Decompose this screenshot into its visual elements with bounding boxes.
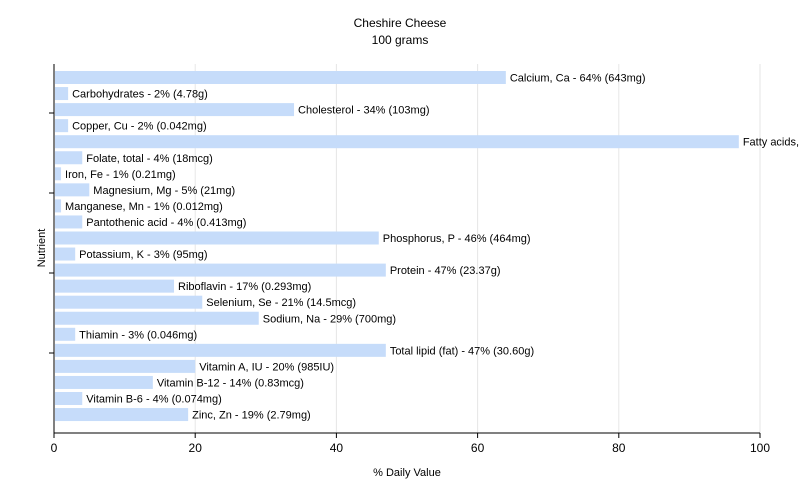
bar-label: Manganese, Mn - 1% (0.012mg) [65, 201, 223, 213]
bar-label: Pantothenic acid - 4% (0.413mg) [86, 217, 246, 229]
bar [55, 279, 175, 293]
bar-label: Fatty acids, total saturated - 97% (19.4… [743, 137, 800, 149]
x-tick-label: 0 [51, 441, 58, 455]
bar-label: Magnesium, Mg - 5% (21mg) [93, 185, 235, 197]
bar-label: Carbohydrates - 2% (4.78g) [72, 89, 208, 101]
x-tick-label: 100 [750, 441, 770, 455]
bar-label: Cholesterol - 34% (103mg) [298, 105, 429, 117]
x-tick-label: 20 [189, 441, 203, 455]
bar-label: Total lipid (fat) - 47% (30.60g) [390, 345, 534, 357]
bar-label: Vitamin B-12 - 14% (0.83mcg) [157, 377, 304, 389]
axes [53, 64, 760, 434]
bar [55, 295, 203, 309]
bar [55, 263, 386, 277]
y-axis-label: Nutrient [36, 229, 48, 268]
chart-subtitle: 100 grams [372, 33, 429, 47]
bar-label: Phosphorus, P - 46% (464mg) [383, 233, 531, 245]
bar [55, 135, 739, 149]
bar [55, 151, 83, 165]
bar [55, 311, 259, 325]
x-tick-label: 40 [330, 441, 344, 455]
bar-label: Folate, total - 4% (18mcg) [86, 153, 213, 165]
bar-label: Sodium, Na - 29% (700mg) [263, 313, 396, 325]
bar-label: Riboflavin - 17% (0.293mg) [178, 281, 311, 293]
bar [55, 167, 62, 181]
bars: Calcium, Ca - 64% (643mg) Carbohydrates -… [55, 71, 800, 422]
bar-label: Vitamin B-6 - 4% (0.074mg) [86, 394, 222, 406]
bar-label: Copper, Cu - 2% (0.042mg) [72, 121, 207, 133]
y-ticks [49, 112, 54, 354]
bar [55, 375, 153, 389]
bar [55, 103, 295, 117]
chart-title: Cheshire Cheese [354, 16, 447, 30]
bar [55, 359, 196, 373]
bar [55, 215, 83, 229]
bar [55, 408, 189, 422]
bar [55, 392, 83, 405]
bar [55, 183, 90, 197]
bar [55, 71, 506, 84]
x-ticks: 0 20 40 60 80 100 [51, 433, 770, 455]
bar [55, 87, 69, 101]
bar [55, 327, 76, 341]
bar-label: Thiamin - 3% (0.046mg) [79, 329, 197, 341]
bar [55, 199, 62, 213]
x-tick-label: 60 [471, 441, 485, 455]
bar-label: Selenium, Se - 21% (14.5mcg) [206, 297, 356, 309]
bar [55, 343, 386, 357]
bar-label: Protein - 47% (23.37g) [390, 265, 501, 277]
bar-label: Potassium, K - 3% (95mg) [79, 249, 207, 261]
bar [55, 231, 379, 245]
bar [55, 247, 76, 261]
bar-label: Iron, Fe - 1% (0.21mg) [65, 169, 176, 181]
bar-label: Zinc, Zn - 19% (2.79mg) [192, 410, 311, 422]
bar [55, 119, 69, 133]
x-axis-label: % Daily Value [373, 467, 441, 479]
x-tick-label: 80 [612, 441, 626, 455]
bar-label: Vitamin A, IU - 20% (985IU) [199, 361, 334, 373]
bar-label: Calcium, Ca - 64% (643mg) [510, 73, 646, 85]
